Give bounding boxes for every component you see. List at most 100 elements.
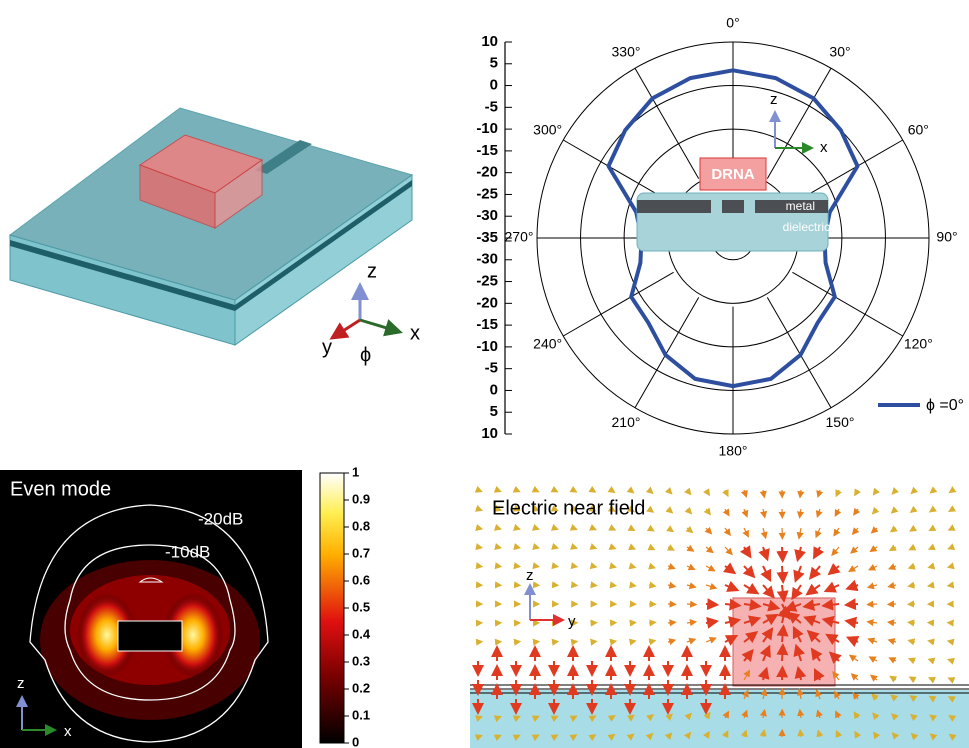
- field-arrow: [611, 566, 616, 567]
- field-arrow: [850, 655, 858, 661]
- field-arrow: [744, 528, 748, 537]
- field-arrow: [832, 547, 839, 555]
- field-arrow: [706, 509, 710, 515]
- axis-label: x: [64, 723, 72, 740]
- axis-label: ϕ: [360, 344, 371, 366]
- axis-label: z: [367, 260, 377, 282]
- field-arrow: [744, 547, 750, 557]
- angle-label: 240°: [533, 336, 562, 352]
- field-arrow: [668, 528, 673, 532]
- field-arrow: [948, 585, 953, 586]
- r-tick-label: 5: [490, 55, 498, 72]
- axis-x: [360, 320, 400, 332]
- field-arrow: [725, 566, 735, 573]
- r-tick-label: 10: [481, 33, 498, 50]
- field-arrow: [855, 490, 858, 495]
- field-arrow: [535, 566, 539, 567]
- r-tick-label: -10: [476, 120, 498, 137]
- field-arrow: [868, 639, 877, 642]
- field-arrow: [649, 641, 655, 643]
- field-arrow: [535, 490, 539, 492]
- colorbar-tick-label: 0.1: [352, 707, 370, 722]
- field-arrow: [516, 547, 520, 548]
- field-arrow: [799, 528, 801, 538]
- field-arrow: [649, 622, 656, 623]
- field-arrow: [800, 490, 801, 497]
- field-arrow: [814, 547, 820, 558]
- angle-label: 150°: [826, 414, 855, 430]
- r-tick-label: -35: [476, 229, 498, 246]
- field-arrow: [852, 674, 858, 680]
- field-arrow: [573, 528, 577, 529]
- field-arrow: [630, 490, 634, 493]
- field-arrow: [535, 547, 539, 548]
- field-arrow: [807, 585, 820, 594]
- field-arrow: [846, 604, 858, 605]
- colorbar-ticks: 00.10.20.30.40.50.60.70.80.91: [344, 464, 371, 748]
- r-tick-label: 10: [481, 425, 498, 442]
- angle-label: 270°: [505, 229, 534, 245]
- field-arrow: [910, 528, 915, 531]
- colorbar-tick-label: 0.4: [352, 626, 371, 641]
- axis-label: z: [17, 675, 25, 692]
- field-arrow: [649, 528, 654, 531]
- field-arrow: [909, 659, 915, 661]
- axis-label: x: [820, 139, 828, 156]
- field-arrow: [687, 622, 696, 623]
- field-arrow: [782, 667, 783, 680]
- r-tick-label: 0: [490, 77, 498, 94]
- field-arrow: [554, 547, 558, 548]
- field-arrow: [554, 566, 558, 567]
- field-arrow: [497, 490, 501, 492]
- contour-label: -20dB: [198, 509, 243, 528]
- axis-label: x: [410, 322, 420, 344]
- r-tick-label: -5: [485, 98, 498, 115]
- field-arrow: [668, 490, 672, 494]
- colorbar-tick-label: 0.2: [352, 680, 370, 695]
- field-arrow: [854, 509, 858, 515]
- field-arrow: [573, 547, 577, 548]
- field-arrow: [889, 566, 896, 569]
- field-arrow: [950, 490, 954, 493]
- field-arrow: [630, 623, 636, 624]
- r-tick-label: -15: [476, 316, 498, 333]
- panel-title: Even mode: [10, 478, 111, 500]
- r-tick-label: -15: [476, 142, 498, 159]
- angle-label: 330°: [612, 43, 641, 59]
- field-arrow: [763, 509, 765, 517]
- field-arrow: [847, 585, 858, 589]
- field-arrow: [867, 604, 877, 605]
- field-arrow: [668, 509, 672, 513]
- axis-label: z: [770, 91, 778, 108]
- antenna: [118, 621, 182, 651]
- angle-label: 30°: [829, 43, 850, 59]
- field-arrow: [782, 547, 783, 561]
- field-arrow: [478, 547, 482, 548]
- field-arrow: [869, 566, 877, 570]
- dielectric: [470, 690, 969, 748]
- axis-label: y: [322, 336, 332, 358]
- field-arrow: [800, 509, 801, 518]
- field-arrow: [668, 622, 676, 623]
- field-arrow: [611, 528, 615, 530]
- field-arrow: [782, 566, 783, 582]
- field-arrow: [649, 547, 654, 550]
- angle-label: 90°: [936, 229, 957, 245]
- field-arrow: [948, 660, 953, 662]
- colorbar-tick-label: 0.5: [352, 599, 370, 614]
- metal: [722, 200, 744, 213]
- field-arrow: [911, 509, 915, 512]
- r-tick-label: -25: [476, 185, 498, 202]
- field-arrow: [706, 528, 711, 534]
- field-arrow: [478, 509, 482, 510]
- field-arrow: [949, 528, 953, 530]
- near-field-labels: Electric near field z y: [492, 497, 645, 630]
- field-arrow: [687, 566, 695, 569]
- field-arrow: [592, 528, 596, 530]
- field-arrow: [890, 547, 896, 551]
- field-arrow: [888, 622, 896, 623]
- r-tick-label: -25: [476, 273, 498, 290]
- field-arrow: [892, 490, 896, 494]
- field-arrow: [929, 528, 934, 531]
- field-arrow: [573, 566, 577, 567]
